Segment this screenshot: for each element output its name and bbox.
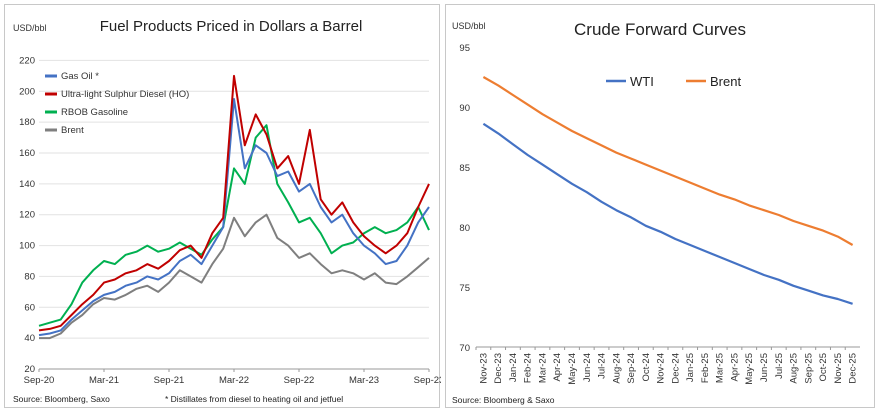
right-x-tick-label: Apr-25 <box>729 353 740 382</box>
right-x-tick-label: Jun-25 <box>759 353 770 382</box>
left-legend-label: Brent <box>61 125 84 136</box>
right-x-tick-label: Feb-25 <box>700 353 711 383</box>
left-x-tick-label: Mar-22 <box>219 375 249 386</box>
left-x-tick-label: Mar-23 <box>349 375 379 386</box>
left-y-tick-label: 40 <box>24 333 35 344</box>
left-x-tick-label: Sep-20 <box>24 375 55 386</box>
left-y-tick-label: 220 <box>19 55 35 66</box>
right-y-unit-label: USD/bbl <box>452 21 486 31</box>
left-x-tick-label: Sep-21 <box>154 375 185 386</box>
right-x-tick-label: Feb-24 <box>523 353 534 383</box>
right-x-tick-label: Sep-25 <box>803 353 814 384</box>
right-x-axis-ticks: Nov-23 Dec-23 Jan-24 Feb-24 Mar-24 Apr-24 May-… <box>475 347 859 385</box>
right-legend-label: WTI <box>630 74 654 89</box>
left-y-tick-label: 140 <box>19 179 35 190</box>
right-y-tick-label: 90 <box>459 103 470 114</box>
right-x-tick-label: Apr-24 <box>552 353 563 382</box>
left-chart-panel: Fuel Products Priced in Dollars a Barrel… <box>4 4 441 408</box>
crude-forward-curves-chart: Crude Forward Curves USD/bbl 70 75 80 85 90 9… <box>452 20 860 405</box>
right-x-tick-label: Jun-24 <box>582 353 593 382</box>
left-y-tick-label: 180 <box>19 117 35 128</box>
left-legend-label: Gas Oil * <box>61 71 99 82</box>
left-y-tick-label: 80 <box>24 271 35 282</box>
right-legend-label: Brent <box>710 74 741 89</box>
right-x-tick-label: Jan-24 <box>508 353 519 382</box>
left-legend: Gas Oil * Ultra-light Sulphur Diesel (HO)… <box>45 71 189 136</box>
right-x-tick-label: Jan-25 <box>685 353 696 382</box>
right-series-lines <box>482 76 854 305</box>
right-x-tick-label: May-24 <box>567 353 578 385</box>
right-y-tick-label: 75 <box>459 283 470 294</box>
right-series-line-0 <box>482 122 853 305</box>
right-y-axis-ticks: 70 75 80 85 90 95 <box>459 43 860 354</box>
right-x-tick-label: Dec-24 <box>670 353 681 384</box>
fuel-products-chart: Fuel Products Priced in Dollars a Barrel… <box>13 18 441 404</box>
left-legend-label: RBOB Gasoline <box>61 107 128 118</box>
right-y-tick-label: 70 <box>459 343 470 354</box>
right-y-tick-label: 95 <box>459 43 470 54</box>
left-series-line-3 <box>39 213 430 340</box>
right-x-tick-label: Oct-24 <box>641 353 652 382</box>
right-x-tick-label: Oct-25 <box>818 353 829 382</box>
left-source-note: Source: Bloomberg, Saxo <box>13 394 110 404</box>
right-x-tick-label: May-25 <box>744 353 755 385</box>
right-legend: WTI Brent <box>606 74 741 89</box>
right-x-tick-label: Aug-24 <box>611 353 622 384</box>
right-x-tick-label: Jul-24 <box>597 353 608 379</box>
right-y-tick-label: 80 <box>459 223 470 234</box>
right-x-tick-label: Jul-25 <box>774 353 785 379</box>
left-series-line-2 <box>38 124 430 327</box>
left-x-tick-label: Sep-22 <box>284 375 315 386</box>
right-x-tick-label: Nov-23 <box>478 353 489 384</box>
left-series-line-1 <box>38 74 430 332</box>
right-series-line-1 <box>482 76 854 246</box>
left-y-tick-label: 200 <box>19 86 35 97</box>
right-x-tick-label: Mar-25 <box>715 353 726 383</box>
right-chart-panel: Crude Forward Curves USD/bbl 70 75 80 85 90 9… <box>445 4 875 408</box>
left-y-tick-label: 100 <box>19 241 35 252</box>
left-series-lines <box>38 74 430 340</box>
left-x-axis-ticks: Sep-20 Mar-21 Sep-21 Mar-22 Sep-22 Mar-23 Sep-… <box>24 369 441 386</box>
left-y-tick-label: 20 <box>24 364 35 375</box>
right-y-tick-label: 85 <box>459 163 470 174</box>
left-series-line-0 <box>38 98 430 337</box>
left-x-tick-label: Sep-23 <box>414 375 441 386</box>
right-x-tick-label: Mar-24 <box>537 353 548 383</box>
left-chart-title: Fuel Products Priced in Dollars a Barrel <box>100 18 363 35</box>
right-source-note: Source: Bloomberg & Saxo <box>452 395 555 405</box>
right-x-tick-label: Dec-23 <box>493 353 504 384</box>
left-legend-label: Ultra-light Sulphur Diesel (HO) <box>61 89 189 100</box>
right-x-tick-label: Nov-24 <box>656 353 667 384</box>
right-x-tick-label: Sep-24 <box>626 353 637 384</box>
left-y-tick-label: 160 <box>19 148 35 159</box>
left-y-unit-label: USD/bbl <box>13 23 47 33</box>
left-x-tick-label: Mar-21 <box>89 375 119 386</box>
right-x-tick-label: Nov-25 <box>833 353 844 384</box>
right-chart-title: Crude Forward Curves <box>574 20 746 39</box>
left-y-tick-label: 120 <box>19 210 35 221</box>
left-y-axis-ticks: 20 40 60 80 100 120 140 160 180 200 220 <box>19 55 35 375</box>
left-footnote: * Distillates from diesel to heating oil… <box>165 394 343 404</box>
right-x-tick-label: Aug-25 <box>789 353 800 384</box>
left-y-tick-label: 60 <box>24 302 35 313</box>
right-x-tick-label: Dec-25 <box>848 353 859 384</box>
